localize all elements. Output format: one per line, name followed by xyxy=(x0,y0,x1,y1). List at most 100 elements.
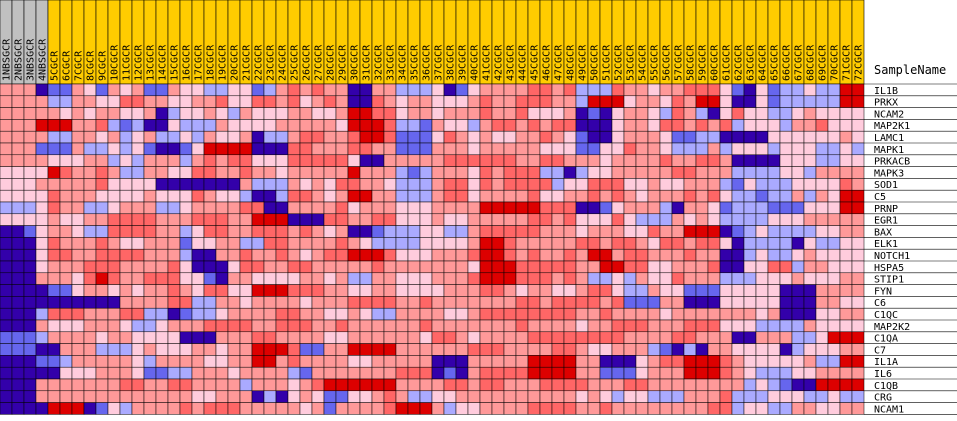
heatmap-cell xyxy=(59,83,73,97)
heatmap-cell xyxy=(815,166,829,179)
heatmap-cell xyxy=(815,201,829,215)
heatmap-cell xyxy=(635,272,649,285)
heatmap-cell xyxy=(683,366,697,380)
heatmap-cell xyxy=(59,378,73,392)
heatmap-cell xyxy=(779,296,793,309)
heatmap-cell xyxy=(611,343,625,356)
heatmap-cell xyxy=(131,166,145,179)
row-label: CRG xyxy=(874,393,892,404)
heatmap-cell xyxy=(599,260,613,274)
heatmap-cell xyxy=(407,272,421,285)
heatmap-cell xyxy=(71,95,85,108)
heatmap-cell xyxy=(215,201,229,215)
heatmap-cell xyxy=(683,189,697,203)
heatmap-cell xyxy=(131,201,145,215)
heatmap-cell xyxy=(623,319,637,333)
heatmap-cell xyxy=(383,343,397,356)
heatmap-cell xyxy=(599,225,613,238)
heatmap-cell xyxy=(59,95,73,108)
heatmap-cell xyxy=(179,366,193,380)
heatmap-cell xyxy=(383,248,397,262)
heatmap-cell xyxy=(287,319,301,333)
heatmap-cell xyxy=(491,107,505,120)
heatmap-cell xyxy=(827,402,841,415)
heatmap-cell xyxy=(623,260,637,274)
heatmap-cell xyxy=(803,225,817,238)
heatmap-cell xyxy=(347,307,361,321)
heatmap-cell xyxy=(35,189,49,203)
heatmap-cell xyxy=(839,402,853,415)
heatmap-cell xyxy=(323,272,337,285)
heatmap-cell xyxy=(623,355,637,368)
heatmap-cell xyxy=(203,272,217,285)
heatmap-cell xyxy=(215,331,229,344)
heatmap-cell xyxy=(755,260,769,274)
heatmap-cell xyxy=(599,119,613,132)
heatmap-cell xyxy=(215,178,229,191)
heatmap-cell xyxy=(83,142,97,156)
heatmap-cell xyxy=(539,272,553,285)
heatmap-cell xyxy=(47,355,61,368)
heatmap-cell xyxy=(479,213,493,226)
heatmap-cell xyxy=(683,296,697,309)
heatmap-cell xyxy=(35,402,49,415)
heatmap-cell xyxy=(779,119,793,132)
heatmap-cell xyxy=(35,319,49,333)
heatmap-cell xyxy=(683,130,697,144)
heatmap-cell xyxy=(815,189,829,203)
heatmap-cell xyxy=(635,343,649,356)
heatmap-cell xyxy=(299,142,313,156)
heatmap-cell xyxy=(239,390,253,403)
heatmap-cell xyxy=(755,225,769,238)
heatmap-cell xyxy=(107,189,121,203)
heatmap-cell xyxy=(791,331,805,344)
heatmap-cell xyxy=(527,402,541,415)
heatmap-cell xyxy=(131,260,145,274)
row-label: IL6 xyxy=(874,369,892,380)
heatmap-cell xyxy=(71,213,85,226)
heatmap-cell xyxy=(671,248,685,262)
heatmap-cell xyxy=(647,355,661,368)
heatmap-cell xyxy=(659,296,673,309)
heatmap-cell xyxy=(203,130,217,144)
heatmap-cell xyxy=(563,260,577,274)
heatmap-cell xyxy=(119,378,133,392)
heatmap-cell xyxy=(215,296,229,309)
heatmap-cell xyxy=(155,319,169,333)
heatmap-cell xyxy=(71,248,85,262)
heatmap-cell xyxy=(755,201,769,215)
heatmap-cell xyxy=(527,319,541,333)
heatmap-cell xyxy=(23,296,37,309)
heatmap-cell xyxy=(215,378,229,392)
heatmap-cell xyxy=(851,213,865,226)
heatmap-cell xyxy=(179,378,193,392)
heatmap-cell xyxy=(359,248,373,262)
heatmap-cell xyxy=(359,355,373,368)
heatmap-cell xyxy=(419,366,433,380)
heatmap-cell xyxy=(647,343,661,356)
heatmap-cell xyxy=(827,343,841,356)
heatmap-cell xyxy=(203,83,217,97)
heatmap-cell xyxy=(683,260,697,274)
heatmap-cell xyxy=(503,201,517,215)
heatmap-cell xyxy=(83,307,97,321)
heatmap-cell xyxy=(143,119,157,132)
heatmap-cell xyxy=(839,178,853,191)
heatmap-cell xyxy=(143,272,157,285)
heatmap-cell xyxy=(23,284,37,297)
heatmap-cell xyxy=(719,260,733,274)
heatmap-cell xyxy=(35,248,49,262)
heatmap-cell xyxy=(143,366,157,380)
heatmap-cell xyxy=(479,402,493,415)
heatmap-cell xyxy=(611,142,625,156)
heatmap-cell xyxy=(383,119,397,132)
heatmap-cell xyxy=(707,95,721,108)
heatmap-cell xyxy=(635,189,649,203)
heatmap-cell xyxy=(707,119,721,132)
heatmap-cell xyxy=(107,248,121,262)
heatmap-cell xyxy=(455,343,469,356)
heatmap-cell xyxy=(671,178,685,191)
heatmap-cell xyxy=(155,390,169,403)
heatmap-cell xyxy=(107,307,121,321)
heatmap-cell xyxy=(839,331,853,344)
